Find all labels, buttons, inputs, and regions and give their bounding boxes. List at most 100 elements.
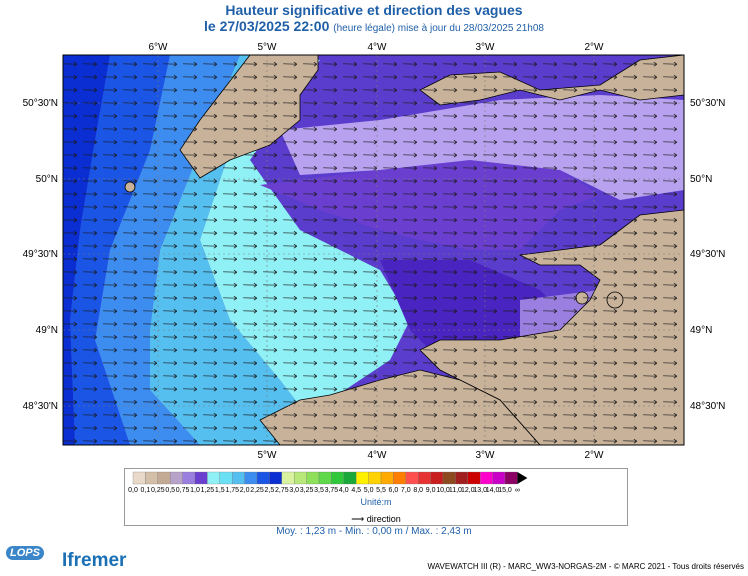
wave-arrow: [323, 87, 338, 93]
wave-arrow: [123, 347, 138, 353]
wave-arrow: [63, 438, 78, 444]
wave-arrow: [423, 347, 438, 353]
wave-arrow: [343, 217, 358, 223]
wave-arrow: [643, 217, 658, 223]
wave-arrow: [63, 360, 78, 366]
wave-arrow: [143, 308, 158, 314]
wave-arrow: [463, 256, 478, 262]
legend-level-label: 10,0: [436, 487, 450, 494]
wave-arrow: [203, 412, 218, 418]
legend-level-label: 3,75: [324, 487, 339, 494]
wave-arrow: [403, 386, 418, 392]
wave-arrow: [63, 282, 78, 288]
wave-arrow: [143, 139, 158, 145]
wave-arrow: [623, 425, 638, 431]
wave-arrow: [383, 321, 398, 327]
wave-arrow: [283, 295, 298, 301]
wave-arrow: [343, 373, 358, 379]
wave-arrow: [103, 165, 118, 171]
wave-arrow: [283, 438, 298, 444]
wave-arrow: [523, 295, 538, 301]
wave-arrow: [603, 438, 618, 444]
wave-arrow: [503, 100, 518, 106]
wave-arrow: [523, 243, 538, 249]
legend-swatch: [244, 471, 258, 485]
legend-level-label: 1,25: [200, 487, 215, 494]
wave-arrow: [323, 165, 338, 171]
wave-arrow: [483, 334, 498, 340]
wave-arrow: [483, 438, 498, 444]
wave-arrow: [383, 399, 398, 405]
lat-tick: 50°N: [690, 174, 712, 185]
wave-arrow: [383, 61, 398, 67]
wave-arrow: [263, 386, 278, 392]
legend-swatch: [405, 471, 419, 485]
wave-arrow: [143, 438, 158, 444]
wave-arrow: [103, 373, 118, 379]
wave-arrow: [203, 217, 218, 223]
wave-arrow: [303, 269, 318, 275]
wave-arrow: [163, 373, 178, 379]
wave-arrow: [383, 412, 398, 418]
wave-arrow: [623, 100, 638, 106]
wave-arrow: [123, 438, 138, 444]
wave-arrow: [523, 139, 538, 145]
wave-arrow: [323, 321, 338, 327]
wave-arrow: [403, 204, 418, 210]
wave-arrow: [283, 256, 298, 262]
wave-arrow: [143, 256, 158, 262]
wave-arrow: [603, 139, 618, 145]
wave-arrow: [483, 230, 498, 236]
wave-arrow: [203, 139, 218, 145]
wave-arrow: [143, 230, 158, 236]
wave-arrow: [603, 425, 618, 431]
wave-arrow: [263, 217, 278, 223]
wave-arrow: [343, 243, 358, 249]
wave-arrow: [183, 412, 198, 418]
wave-arrow: [163, 152, 178, 158]
wave-arrow: [603, 100, 618, 106]
wave-arrow: [183, 282, 198, 288]
legend-swatch: [442, 471, 456, 485]
wave-arrow: [443, 165, 458, 171]
legend-level-label: 5,0: [363, 487, 374, 494]
wave-arrow: [423, 295, 438, 301]
wave-arrow: [483, 243, 498, 249]
wave-arrow: [263, 334, 278, 340]
wave-arrow: [423, 230, 438, 236]
wave-arrow: [163, 360, 178, 366]
wave-arrow: [183, 295, 198, 301]
wave-arrow: [183, 256, 198, 262]
wave-arrow: [83, 269, 98, 275]
wave-arrow: [523, 282, 538, 288]
wave-arrow: [103, 126, 118, 132]
wave-arrow: [563, 412, 578, 418]
wave-arrow: [583, 178, 598, 184]
wave-arrow: [283, 178, 298, 184]
wave-arrow: [403, 178, 418, 184]
wave-arrow: [303, 230, 318, 236]
wave-arrow: [63, 308, 78, 314]
wave-arrow: [383, 360, 398, 366]
wave-arrow: [223, 269, 238, 275]
map-title: Hauteur significative et direction des v…: [225, 2, 523, 18]
wave-arrow: [583, 347, 598, 353]
channel-island-jersey: [606, 291, 624, 309]
wave-arrow: [643, 230, 658, 236]
wave-arrow: [163, 217, 178, 223]
wave-arrow: [323, 139, 338, 145]
wave-arrow: [563, 243, 578, 249]
wave-arrow: [443, 373, 458, 379]
wave-arrow: [363, 191, 378, 197]
wave-arrow: [243, 256, 258, 262]
wave-arrow: [483, 399, 498, 405]
wave-arrow: [203, 126, 218, 132]
wave-arrow: [183, 139, 198, 145]
wave-arrow: [363, 217, 378, 223]
wave-arrow: [363, 282, 378, 288]
wave-arrow: [143, 87, 158, 93]
wave-arrow: [243, 243, 258, 249]
wave-arrow: [543, 347, 558, 353]
wave-arrow: [623, 334, 638, 340]
wave-arrow: [383, 113, 398, 119]
